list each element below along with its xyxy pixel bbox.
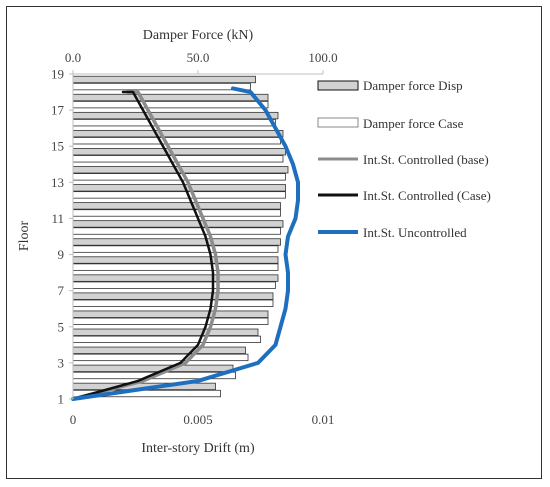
damper-bar-disp bbox=[72, 256, 279, 264]
y-tick-label: 9 bbox=[58, 247, 65, 262]
x-ticks-top: 0.0 50.0 100.0 bbox=[65, 50, 338, 74]
x-tick-label-bottom: 0.01 bbox=[312, 412, 335, 427]
y-tick-label: 5 bbox=[58, 319, 65, 334]
damper-bar-disp bbox=[72, 238, 281, 246]
line-controlled-base bbox=[71, 90, 220, 401]
y-tick-label: 11 bbox=[51, 211, 64, 226]
damper-bar-case bbox=[72, 335, 261, 344]
y-axis-title: Floor bbox=[17, 220, 32, 251]
x-tick-label-top: 50.0 bbox=[187, 50, 210, 65]
damper-bar-case bbox=[72, 100, 269, 109]
y-tick-label: 19 bbox=[51, 67, 64, 82]
damper-bar-case bbox=[72, 263, 279, 271]
damper-bar-disp bbox=[72, 292, 274, 300]
x-axis-title-bottom: Inter-story Drift (m) bbox=[141, 441, 255, 456]
damper-force-bars bbox=[72, 75, 289, 398]
legend: Damper force Disp Damper force Case Int.… bbox=[317, 78, 491, 240]
legend-label-uncontrolled: Int.St. Uncontrolled bbox=[363, 225, 467, 240]
damper-bar-disp bbox=[72, 111, 279, 120]
damper-bar-case bbox=[72, 191, 286, 199]
legend-label-damper-disp: Damper force Disp bbox=[363, 78, 463, 93]
legend-label-controlled-case: Int.St. Controlled (Case) bbox=[363, 188, 491, 203]
damper-bar-disp bbox=[72, 75, 256, 84]
line-controlled-case bbox=[71, 90, 215, 401]
y-tick-label: 13 bbox=[51, 175, 64, 190]
damper-bar-case bbox=[72, 299, 274, 307]
y-tick-label: 1 bbox=[58, 392, 65, 407]
y-tick-label: 17 bbox=[51, 103, 65, 118]
damper-bar-disp bbox=[72, 364, 234, 373]
line-uncontrolled bbox=[71, 86, 300, 401]
damper-bar-case bbox=[72, 137, 281, 145]
x-tick-label-top: 100.0 bbox=[308, 50, 337, 65]
damper-bar-case bbox=[72, 119, 276, 127]
damper-bar-case bbox=[72, 245, 279, 253]
damper-bar-case bbox=[72, 227, 281, 235]
damper-bar-disp bbox=[72, 220, 284, 228]
x-tick-label-bottom: 0 bbox=[70, 412, 77, 427]
legend-swatch-damper-disp bbox=[317, 80, 359, 91]
y-tick-label: 3 bbox=[58, 355, 65, 370]
y-tick-label: 7 bbox=[58, 283, 65, 298]
damper-bar-disp bbox=[72, 184, 286, 192]
damper-bar-case bbox=[72, 317, 269, 325]
x-axis-title-top: Damper Force (kN) bbox=[143, 28, 254, 43]
x-tick-label-top: 0.0 bbox=[65, 50, 81, 65]
drift-lines bbox=[71, 86, 300, 401]
damper-bar-disp bbox=[72, 202, 281, 210]
x-ticks-bottom: 0 0.005 0.01 bbox=[70, 412, 335, 427]
legend-label-controlled-base: Int.St. Controlled (base) bbox=[363, 152, 489, 167]
damper-bar-disp bbox=[72, 129, 284, 138]
x-tick-label-bottom: 0.005 bbox=[183, 412, 212, 427]
y-tick-label: 15 bbox=[51, 139, 64, 154]
damper-bar-case bbox=[72, 281, 276, 289]
damper-bar-disp bbox=[72, 310, 269, 318]
damper-bar-case bbox=[72, 353, 249, 362]
legend-label-damper-case: Damper force Case bbox=[363, 116, 464, 131]
damper-bar-disp bbox=[72, 148, 286, 156]
damper-bar-disp bbox=[72, 93, 269, 102]
damper-bar-disp bbox=[72, 346, 246, 354]
damper-bar-case bbox=[72, 82, 251, 91]
damper-bar-case bbox=[72, 209, 281, 217]
legend-swatch-damper-case bbox=[317, 117, 359, 128]
damper-bar-disp bbox=[72, 328, 259, 336]
damper-bar-disp bbox=[72, 274, 279, 282]
